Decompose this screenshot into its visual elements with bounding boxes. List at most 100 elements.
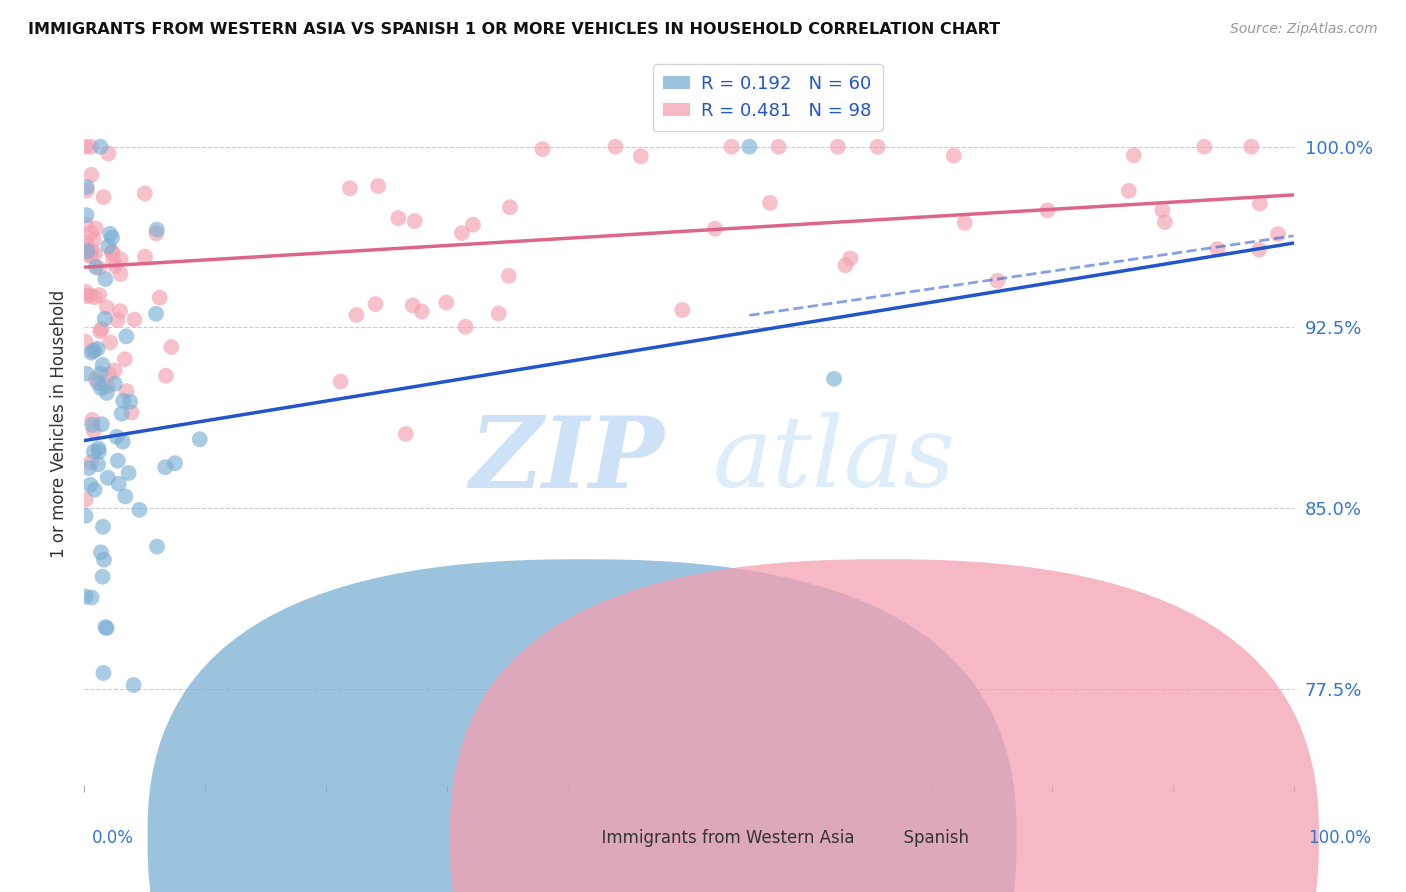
Text: Source: ZipAtlas.com: Source: ZipAtlas.com [1230, 22, 1378, 37]
Point [105, 430, 128, 444]
Point [80, 244, 103, 258]
Point [104, 376, 127, 391]
Point [75, 334, 97, 349]
Point [96, 301, 118, 315]
Point [84, 221, 107, 235]
Point [155, 368, 177, 383]
Point [98, 227, 121, 241]
Point [953, 216, 976, 230]
Point [108, 304, 131, 318]
Point [87, 376, 110, 391]
Point [96, 379, 118, 393]
Point [630, 149, 652, 163]
Point [80, 226, 103, 240]
Point [101, 245, 124, 260]
Point [942, 149, 965, 163]
Point [80, 455, 103, 469]
Point [79, 288, 101, 302]
Point [146, 222, 169, 236]
Point [94, 311, 117, 326]
Point [103, 363, 125, 377]
Point [93, 190, 115, 204]
Point [89, 288, 111, 302]
Point [1036, 203, 1059, 218]
Point [77, 248, 100, 262]
Point [98, 335, 121, 350]
Point [768, 139, 790, 153]
Point [107, 453, 129, 467]
Point [75, 289, 97, 303]
Text: 0.0%: 0.0% [91, 830, 134, 847]
Point [364, 297, 387, 311]
Point [346, 308, 368, 322]
Point [111, 407, 134, 421]
Point [84, 372, 107, 386]
Point [87, 444, 110, 458]
Y-axis label: 1 or more Vehicles in Household: 1 or more Vehicles in Household [49, 290, 67, 558]
Point [488, 307, 510, 321]
Point [1122, 148, 1144, 162]
Point [1249, 196, 1271, 211]
Point [605, 139, 627, 153]
Point [82, 344, 104, 359]
Point [339, 181, 361, 195]
Point [76, 180, 98, 194]
Point [76, 367, 98, 381]
Point [155, 460, 177, 475]
Point [94, 272, 117, 286]
Point [96, 385, 118, 400]
Point [80, 139, 103, 153]
Point [114, 352, 136, 367]
Point [112, 393, 135, 408]
Point [404, 214, 426, 228]
Text: atlas: atlas [713, 412, 956, 508]
Point [75, 285, 97, 299]
Point [75, 218, 97, 232]
Point [1194, 139, 1216, 153]
Point [163, 456, 186, 470]
Point [104, 259, 127, 273]
Point [75, 492, 97, 507]
Text: Spanish: Spanish [893, 830, 969, 847]
Point [107, 313, 129, 327]
Point [124, 312, 146, 326]
Point [93, 665, 115, 680]
Point [75, 590, 97, 604]
Point [145, 227, 167, 241]
Point [1247, 243, 1270, 257]
Point [986, 274, 1008, 288]
Point [1152, 203, 1174, 218]
Point [90, 367, 112, 381]
Point [75, 239, 97, 253]
Point [759, 195, 782, 210]
Point [402, 298, 425, 312]
Point [117, 466, 139, 480]
Point [90, 322, 112, 336]
Point [738, 139, 761, 153]
Point [128, 503, 150, 517]
Point [91, 520, 114, 534]
Point [188, 432, 211, 446]
Point [531, 142, 554, 156]
Point [87, 457, 110, 471]
Point [839, 252, 862, 266]
Point [107, 476, 129, 491]
Point [134, 186, 156, 201]
Point [90, 417, 112, 432]
Point [76, 244, 98, 258]
Point [101, 253, 124, 268]
Point [115, 384, 138, 398]
Point [91, 358, 114, 372]
Point [114, 490, 136, 504]
Point [91, 569, 114, 583]
Point [115, 329, 138, 343]
Point [411, 304, 433, 318]
Point [87, 261, 110, 276]
Text: Immigrants from Western Asia: Immigrants from Western Asia [591, 830, 853, 847]
Point [86, 342, 108, 356]
Point [823, 372, 845, 386]
Point [75, 235, 97, 250]
Point [75, 508, 97, 523]
Point [96, 621, 118, 635]
Point [80, 249, 103, 263]
